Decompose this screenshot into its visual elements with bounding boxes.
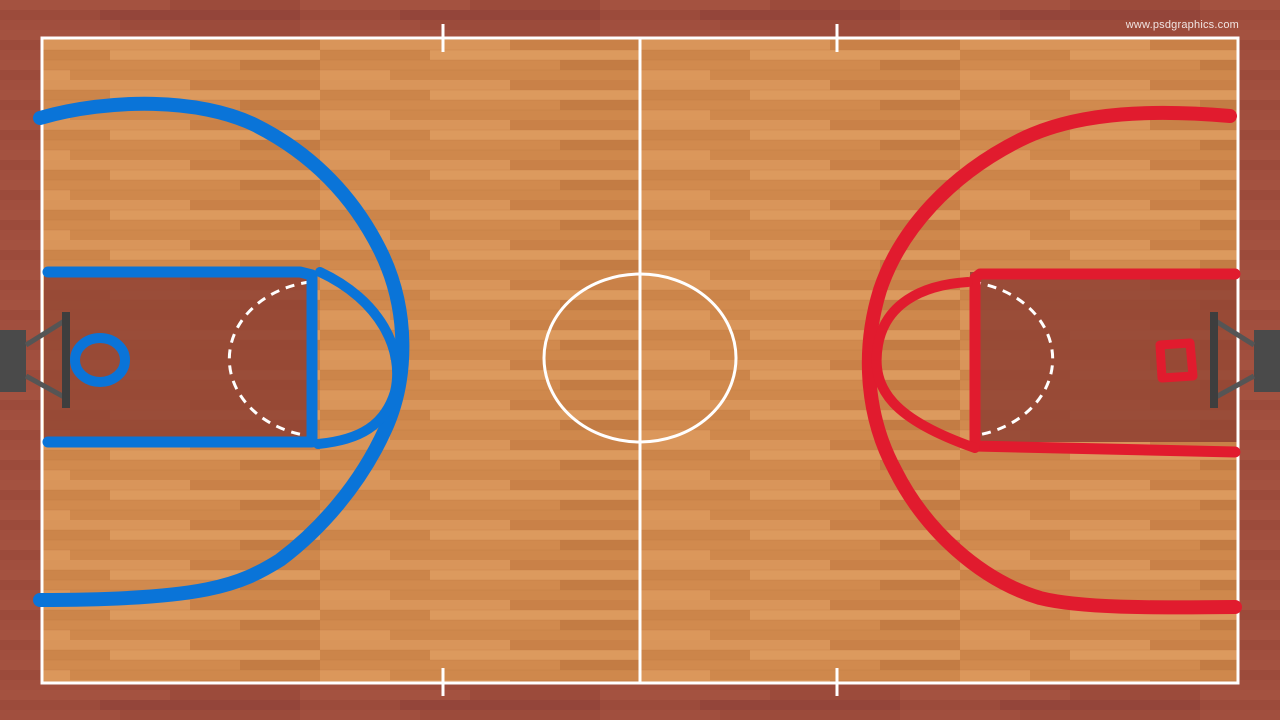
right-lane-outline [969,268,1241,458]
right-lane-arc [871,277,980,453]
left-team-drawing [33,96,410,607]
left-free-throw-dashed-arc [227,280,311,438]
right-hoop-support [1210,312,1280,408]
left-lane-arc [313,267,403,449]
right-free-throw-dashed-arc [971,280,1055,438]
left-three-point-arc [33,96,410,607]
watermark-text: www.psdgraphics.com [1125,19,1239,31]
right-paint-area [970,272,1238,442]
left-hoop-circle [70,333,130,387]
right-three-point-arc [861,105,1242,615]
right-hoop-square [1155,338,1198,383]
court-lines [40,24,1240,696]
left-paint-area [44,270,312,440]
right-team-drawing [861,105,1242,615]
left-lane-outline [42,266,318,448]
left-hoop-support [0,312,70,408]
center-circle [542,272,738,444]
